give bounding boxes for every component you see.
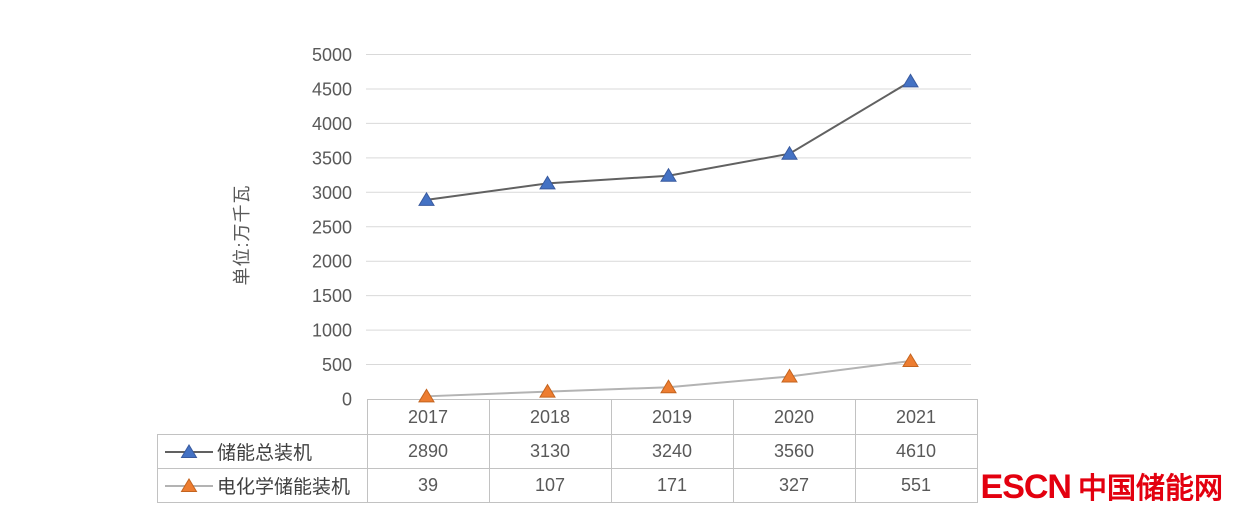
data-point-marker xyxy=(418,191,435,206)
year-header-cell: 2021 xyxy=(854,399,978,435)
value-cell: 3560 xyxy=(732,434,856,469)
y-tick-label: 500 xyxy=(322,355,352,375)
year-header-cell: 2019 xyxy=(610,399,734,435)
series-name: 电化学储能装机 xyxy=(217,477,351,498)
value-cell: 171 xyxy=(610,468,734,503)
y-tick-label: 1000 xyxy=(312,321,352,341)
data-point-marker xyxy=(539,175,556,190)
y-tick-label: 4000 xyxy=(312,114,352,134)
value-cell: 39 xyxy=(366,468,490,503)
data-point-marker xyxy=(539,383,556,398)
series-line-1 xyxy=(426,360,911,398)
value-cell: 327 xyxy=(732,468,856,503)
value-cell: 2890 xyxy=(366,434,490,469)
data-point-marker xyxy=(660,167,677,182)
value-cell: 551 xyxy=(854,468,978,503)
y-tick-label: 4500 xyxy=(312,79,352,99)
value-cell: 107 xyxy=(488,468,612,503)
data-point-marker xyxy=(660,379,677,394)
y-tick-label: 5000 xyxy=(312,45,352,65)
y-tick-label: 3500 xyxy=(312,148,352,168)
year-header-cell: 2020 xyxy=(732,399,856,435)
y-tick-label: 1500 xyxy=(312,286,352,306)
value-cell: 3240 xyxy=(610,434,734,469)
legend-key-icon xyxy=(165,443,213,458)
data-point-marker xyxy=(902,73,919,88)
legend-cell: 电化学储能装机 xyxy=(157,468,368,503)
y-tick-label: 2500 xyxy=(312,217,352,237)
series-line-0 xyxy=(426,80,912,201)
year-header-cell: 2018 xyxy=(488,399,612,435)
value-cell: 3130 xyxy=(488,434,612,469)
data-point-marker xyxy=(781,368,798,383)
data-point-marker xyxy=(781,145,798,160)
data-point-marker xyxy=(902,353,919,368)
escn-logo-text-en: ESCN xyxy=(980,468,1072,506)
chart-data-table: 2017 2018 2019 2020 2021 储能总装机 2890 3130 3240 356… xyxy=(157,399,978,503)
escn-logo-text-zh: 中国储能网 xyxy=(1077,473,1223,505)
escn-logo: ESCN 中国储能网 xyxy=(981,465,1223,507)
y-axis-title: 单位:万千瓦 xyxy=(232,184,252,286)
legend-key-icon xyxy=(165,477,213,492)
y-tick-label: 3000 xyxy=(312,183,352,203)
year-header-cell: 2017 xyxy=(366,399,490,435)
legend-cell: 储能总装机 xyxy=(157,434,368,469)
y-tick-label: 2000 xyxy=(312,252,352,272)
series-name: 储能总装机 xyxy=(217,443,313,464)
table-corner-blank xyxy=(158,400,368,435)
value-cell: 4610 xyxy=(854,434,978,469)
